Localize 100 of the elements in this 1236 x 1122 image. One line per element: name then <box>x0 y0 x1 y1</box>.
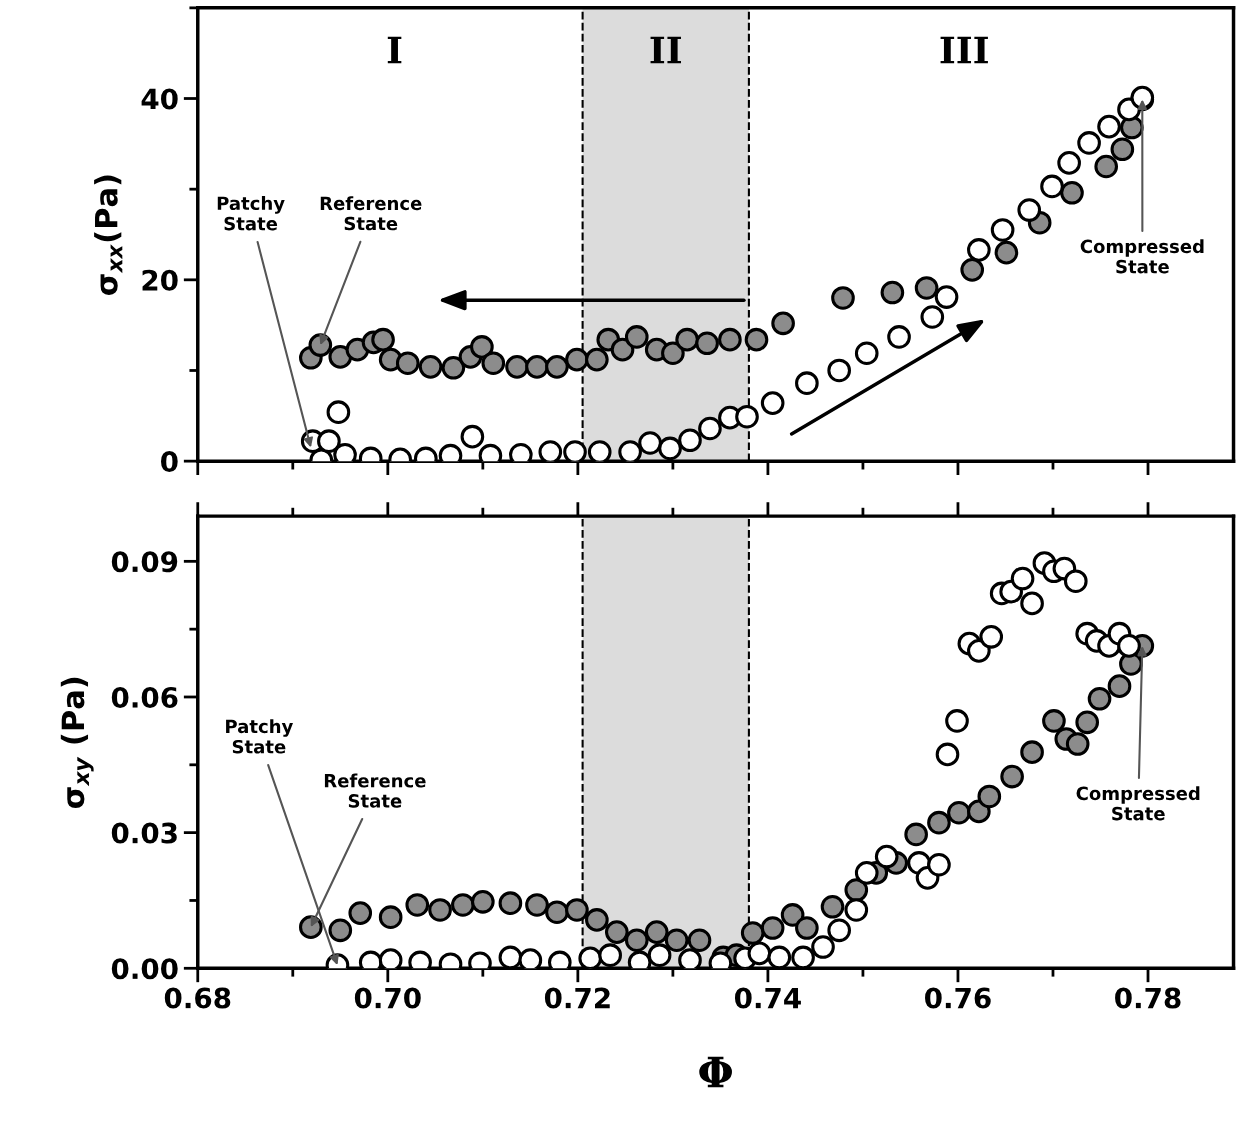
point <box>1000 764 1024 789</box>
point <box>658 436 682 461</box>
point <box>471 889 495 914</box>
point <box>1065 732 1090 756</box>
point <box>1094 154 1119 179</box>
point <box>827 358 852 383</box>
x-tick-label: 0.72 <box>544 987 610 1009</box>
point <box>498 891 523 915</box>
y-tick-label: 0 <box>161 451 178 473</box>
point <box>587 440 612 462</box>
point <box>470 335 494 359</box>
point <box>827 918 852 943</box>
point <box>1057 151 1081 175</box>
point <box>326 400 351 425</box>
point <box>1020 740 1044 764</box>
x-tick-label: 0.74 <box>734 987 801 1009</box>
point <box>760 916 785 940</box>
point <box>1117 634 1141 658</box>
y-tick-label: 0.03 <box>111 822 177 844</box>
point <box>644 920 669 944</box>
point <box>960 258 985 282</box>
point <box>945 709 969 733</box>
point <box>977 784 1002 809</box>
point <box>545 900 569 925</box>
point <box>967 639 991 663</box>
point <box>735 404 759 429</box>
point <box>747 941 772 966</box>
point <box>935 742 960 767</box>
point <box>795 916 819 940</box>
point <box>874 844 899 869</box>
point <box>1075 710 1100 735</box>
point <box>661 341 685 366</box>
point <box>994 240 1019 265</box>
point <box>831 286 855 310</box>
point <box>780 903 805 927</box>
point <box>1010 566 1035 591</box>
point <box>904 822 928 847</box>
y-tick-label: 0.09 <box>111 551 178 573</box>
point <box>395 351 420 376</box>
point <box>545 355 569 379</box>
point <box>927 810 951 835</box>
point <box>920 305 945 329</box>
point <box>604 920 629 944</box>
point <box>565 898 589 922</box>
annotation: Reference State <box>320 196 422 231</box>
point <box>585 908 609 932</box>
point <box>1077 131 1101 155</box>
point <box>565 347 589 372</box>
point <box>854 341 879 366</box>
point <box>525 355 549 379</box>
point <box>618 440 642 462</box>
point <box>1097 114 1121 139</box>
x-tick-label: 0.78 <box>1115 987 1181 1009</box>
point <box>914 276 939 300</box>
point <box>718 327 742 352</box>
x-tick-label: 0.76 <box>925 987 991 1009</box>
point <box>979 625 1004 649</box>
point <box>771 311 795 336</box>
point <box>740 921 765 945</box>
y-tick-label: 0.00 <box>111 958 178 980</box>
point <box>1063 569 1088 594</box>
point <box>378 905 403 930</box>
point <box>451 893 475 917</box>
point <box>563 440 587 462</box>
y-tick-label: 20 <box>142 269 178 291</box>
point <box>820 894 845 919</box>
point <box>1042 709 1066 733</box>
annotation: III <box>940 36 988 64</box>
point <box>418 355 443 379</box>
y-tick-label: 40 <box>141 88 178 110</box>
point <box>1107 674 1132 698</box>
point <box>638 431 662 455</box>
point <box>371 327 395 352</box>
point <box>1020 591 1044 616</box>
point <box>795 371 819 396</box>
band-label: II <box>650 36 681 64</box>
y-axis-title: σ$_{xx}$(Pa) <box>94 175 123 296</box>
point <box>460 424 485 449</box>
point <box>405 893 430 917</box>
point <box>678 948 702 969</box>
point <box>947 800 971 825</box>
point <box>664 928 689 953</box>
point <box>1017 198 1042 222</box>
point <box>578 946 603 969</box>
point <box>647 943 672 967</box>
point <box>678 428 702 453</box>
point <box>990 218 1015 242</box>
point <box>624 928 649 953</box>
point <box>610 337 635 362</box>
point <box>328 918 353 943</box>
point <box>505 355 529 379</box>
annotation: Patchy State <box>226 719 293 754</box>
point <box>348 901 373 925</box>
annotation: I <box>387 36 402 64</box>
point <box>525 893 549 917</box>
y-tick-label: 0.06 <box>111 686 178 708</box>
point <box>698 416 722 441</box>
point <box>854 861 879 885</box>
point <box>687 928 712 953</box>
x-tick-label: 0.68 <box>164 987 231 1009</box>
